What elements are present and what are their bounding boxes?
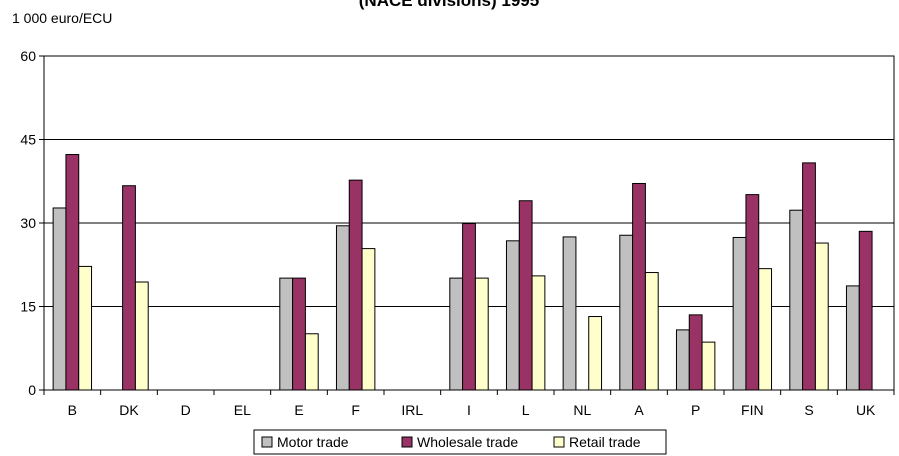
bar-retail-trade-p — [701, 341, 716, 391]
bar-wholesale-trade-a — [632, 182, 646, 391]
bar-wholesale-trade-i — [462, 223, 476, 391]
bar-motor-trade-l — [505, 240, 520, 391]
bar-retail-trade-a — [644, 272, 659, 391]
bar-wholesale-trade-l — [518, 200, 533, 391]
x-tick-label: F — [351, 402, 360, 418]
legend-label: Motor trade — [277, 434, 349, 450]
bar-motor-trade-fin — [732, 236, 747, 391]
x-tick-label: B — [68, 402, 77, 418]
x-tick-label: NL — [573, 402, 591, 418]
bar-motor-trade-e — [279, 277, 294, 391]
x-tick-label: S — [804, 402, 813, 418]
y-tick-label: 15 — [20, 299, 36, 315]
bar-wholesale-trade-fin — [745, 194, 760, 391]
bar-motor-trade-nl — [562, 236, 577, 391]
bar-motor-trade-a — [619, 234, 634, 391]
y-axis-unit-label: 1 000 euro/ECU — [12, 10, 112, 26]
x-tick-label: I — [467, 402, 471, 418]
legend-swatch — [261, 436, 273, 448]
legend: Motor trade Wholesale trade Retail trade — [253, 429, 667, 455]
legend-swatch — [553, 436, 565, 448]
x-tick-label: FIN — [741, 402, 764, 418]
x-tick-label: IRL — [401, 402, 423, 418]
bar-motor-trade-p — [675, 329, 690, 391]
bar-retail-trade-i — [474, 277, 489, 391]
legend-swatch — [401, 436, 413, 448]
x-tick-label: E — [294, 402, 303, 418]
x-tick-label: UK — [856, 402, 876, 418]
bar-motor-trade-b — [52, 207, 67, 391]
bar-wholesale-trade-b — [65, 154, 80, 391]
legend-label: Wholesale trade — [417, 434, 518, 450]
bar-motor-trade-uk — [845, 285, 860, 391]
y-tick-label: 60 — [20, 48, 36, 64]
chart-title: (NACE divisions) 1995 — [359, 0, 539, 10]
x-tick-label: L — [522, 402, 530, 418]
bar-retail-trade-f — [361, 248, 376, 391]
bar-wholesale-trade-uk — [858, 230, 873, 391]
bar-retail-trade-nl — [588, 316, 603, 391]
y-tick-label: 30 — [20, 215, 36, 231]
bar-motor-trade-f — [335, 225, 350, 391]
y-tick-label: 45 — [20, 132, 36, 148]
x-tick-label: A — [634, 402, 644, 418]
legend-box — [253, 429, 667, 455]
bar-wholesale-trade-s — [802, 162, 816, 391]
bar-retail-trade-s — [814, 242, 829, 391]
bar-wholesale-trade-e — [292, 277, 306, 391]
bar-retail-trade-e — [304, 333, 319, 391]
bar-wholesale-trade-f — [348, 179, 363, 391]
x-tick-label: EL — [234, 402, 251, 418]
plot-area: 0 15 30 45 60 B DK D EL E F IRL I L NL A P FIN S UK — [20, 48, 895, 418]
x-tick-label: P — [691, 402, 700, 418]
bar-retail-trade-l — [531, 275, 546, 391]
x-tick-label: DK — [119, 402, 139, 418]
bar-motor-trade-i — [449, 277, 464, 391]
x-tick-label: D — [181, 402, 191, 418]
legend-label: Retail trade — [569, 434, 641, 450]
bar-wholesale-trade-dk — [122, 185, 136, 391]
bar-motor-trade-s — [789, 209, 804, 391]
bar-wholesale-trade-p — [688, 314, 703, 391]
bar-retail-trade-fin — [758, 268, 773, 391]
y-tick-label: 0 — [28, 382, 36, 398]
bar-retail-trade-b — [78, 265, 93, 391]
bar-retail-trade-dk — [134, 281, 149, 391]
